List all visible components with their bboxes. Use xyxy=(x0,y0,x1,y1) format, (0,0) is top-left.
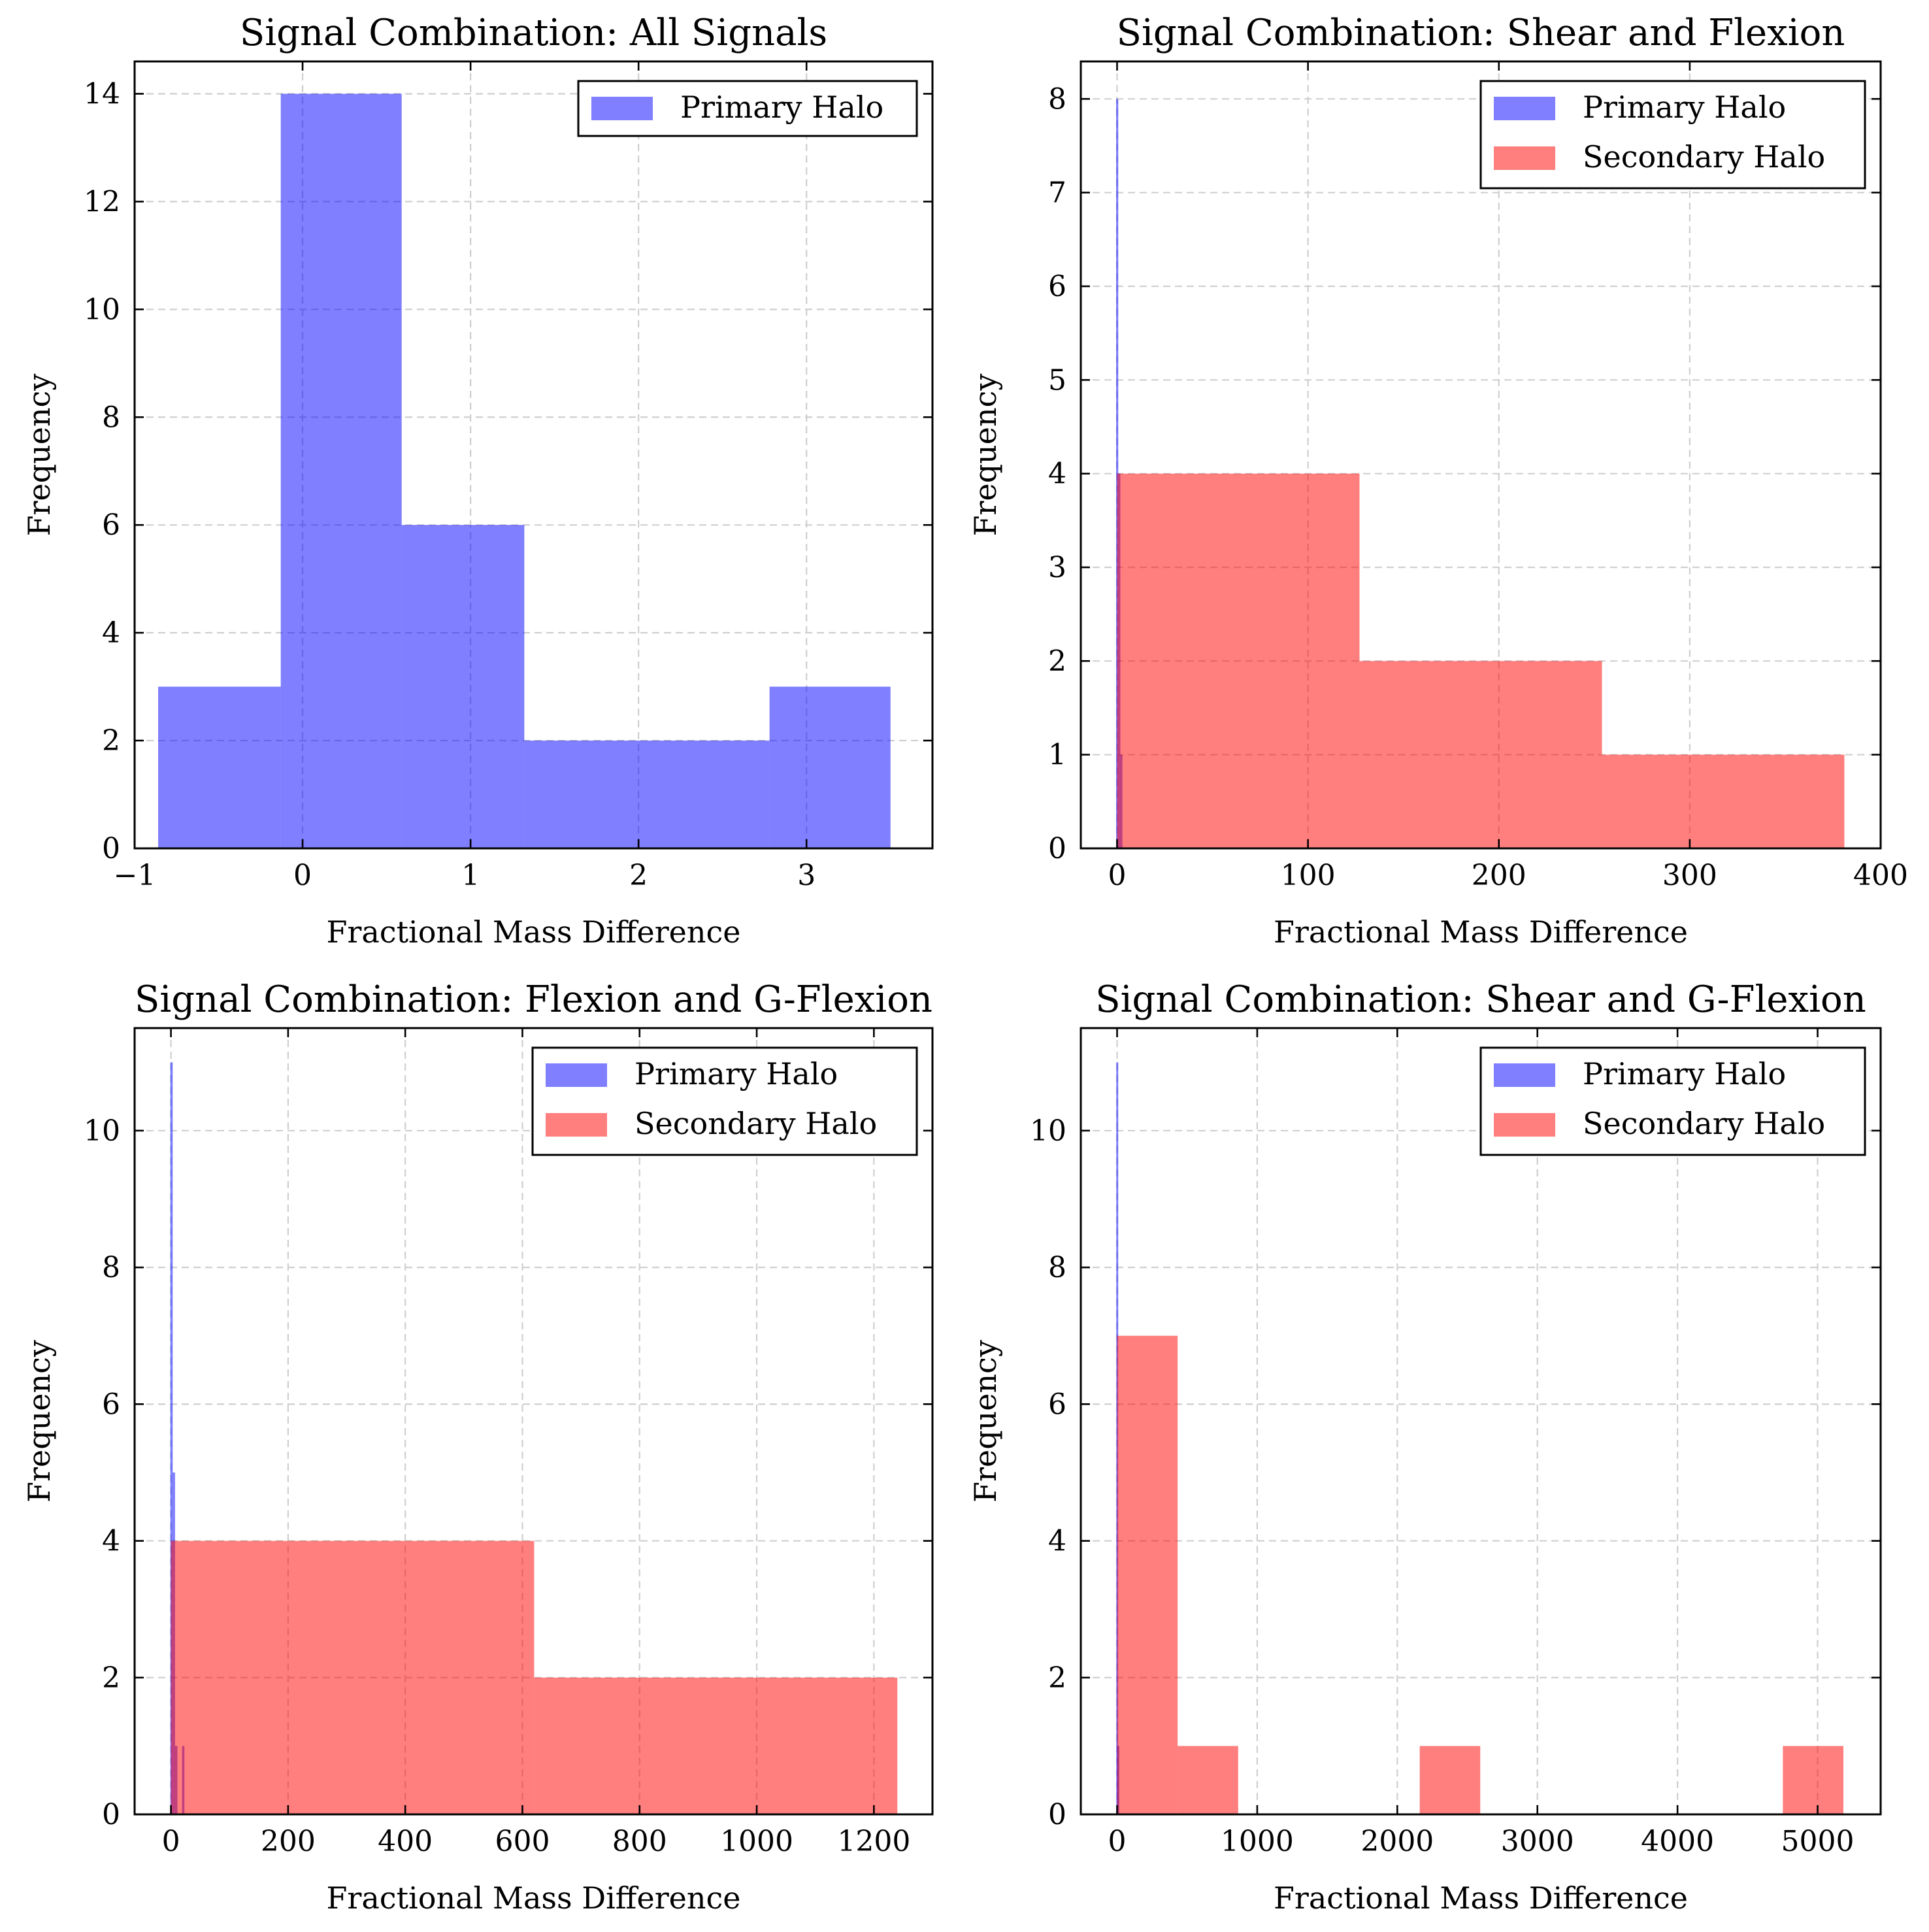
histogram-bar xyxy=(647,741,770,848)
x-tick-label: 2 xyxy=(629,859,648,892)
y-axis-label: Frequency xyxy=(22,1340,57,1503)
legend-swatch xyxy=(1494,97,1555,120)
x-tick-label: 4000 xyxy=(1641,1825,1714,1858)
y-tick-label: 5 xyxy=(1048,363,1066,397)
y-tick-label: 4 xyxy=(1048,458,1066,491)
y-tick-label: 2 xyxy=(1048,644,1066,678)
y-tick-label: 10 xyxy=(84,1114,120,1148)
legend: Primary Halo xyxy=(578,81,917,136)
y-tick-label: 8 xyxy=(102,401,120,434)
y-tick-label: 14 xyxy=(84,77,120,110)
y-tick-label: 4 xyxy=(102,1525,120,1558)
legend-label: Secondary Halo xyxy=(635,1106,877,1141)
y-tick-label: 6 xyxy=(102,1388,120,1421)
y-tick-label: 0 xyxy=(1048,832,1066,865)
histogram-bar xyxy=(158,687,281,848)
legend-swatch xyxy=(591,97,653,120)
y-tick-label: 0 xyxy=(102,832,120,865)
y-tick-label: 2 xyxy=(102,724,120,758)
x-axis-label: Fractional Mass Difference xyxy=(326,1880,740,1916)
legend-swatch xyxy=(1494,146,1555,170)
y-tick-label: 0 xyxy=(102,1798,120,1831)
histogram-bar xyxy=(524,741,647,848)
legend-swatch xyxy=(546,1063,607,1087)
histogram-bar xyxy=(402,525,525,848)
x-axis-label: Fractional Mass Difference xyxy=(1274,1880,1688,1916)
chart-title: Signal Combination: Shear and G-Flexion xyxy=(1095,978,1866,1021)
y-tick-label: 12 xyxy=(84,185,120,218)
x-tick-label: 1000 xyxy=(1221,1825,1294,1858)
y-tick-label: 6 xyxy=(1048,270,1066,303)
y-tick-label: 3 xyxy=(1048,551,1066,584)
x-axis-label: Fractional Mass Difference xyxy=(326,914,740,950)
legend-swatch xyxy=(1494,1113,1555,1137)
x-tick-label: 0 xyxy=(1108,1825,1127,1858)
legend: Primary Halo Secondary Halo xyxy=(533,1048,917,1155)
histogram-bar xyxy=(281,93,402,848)
legend-label: Primary Halo xyxy=(1583,1056,1786,1091)
y-tick-label: 0 xyxy=(1048,1798,1066,1831)
x-tick-label: 200 xyxy=(1472,859,1526,892)
legend-swatch xyxy=(546,1113,607,1137)
legend-swatch xyxy=(1494,1063,1555,1087)
y-tick-label: 10 xyxy=(84,293,120,326)
x-tick-label: 800 xyxy=(612,1825,667,1858)
histogram-bar xyxy=(1117,474,1360,848)
chart-title: Signal Combination: All Signals xyxy=(240,12,827,54)
y-tick-label: 1 xyxy=(1048,739,1066,772)
histogram-bar xyxy=(1602,755,1844,848)
x-tick-label: 3 xyxy=(797,859,816,892)
y-tick-label: 4 xyxy=(102,616,120,650)
y-tick-label: 7 xyxy=(1048,176,1066,210)
chart-title: Signal Combination: Flexion and G-Flexio… xyxy=(135,978,932,1021)
x-tick-label: 100 xyxy=(1281,859,1336,892)
x-tick-label: 0 xyxy=(293,859,312,892)
legend-label: Secondary Halo xyxy=(1583,1106,1825,1141)
legend-label: Primary Halo xyxy=(635,1056,838,1091)
x-tick-label: 600 xyxy=(495,1825,550,1858)
legend-label: Primary Halo xyxy=(1583,90,1786,125)
histogram-bar xyxy=(1360,661,1602,848)
histogram-bar xyxy=(534,1678,897,1814)
y-tick-label: 2 xyxy=(102,1661,120,1695)
x-tick-label: 0 xyxy=(162,1825,180,1858)
histogram-bar xyxy=(1178,1746,1238,1814)
y-axis-label: Frequency xyxy=(968,374,1003,537)
x-tick-label: 400 xyxy=(1853,859,1908,892)
y-tick-label: 8 xyxy=(1048,1251,1066,1284)
histogram-bar xyxy=(770,687,891,848)
histogram-bar xyxy=(171,1541,535,1814)
y-axis-label: Frequency xyxy=(968,1340,1003,1503)
legend: Primary Halo Secondary Halo xyxy=(1481,1048,1865,1155)
legend-label: Secondary Halo xyxy=(1583,139,1825,175)
x-tick-label: 400 xyxy=(378,1825,433,1858)
y-tick-label: 4 xyxy=(1048,1525,1066,1558)
y-tick-label: 8 xyxy=(1048,82,1066,116)
x-tick-label: 1200 xyxy=(837,1825,910,1858)
histogram-bar xyxy=(1117,1336,1178,1814)
y-tick-label: 6 xyxy=(1048,1388,1066,1421)
x-tick-label: 1 xyxy=(461,859,480,892)
legend: Primary Halo Secondary Halo xyxy=(1481,81,1865,188)
x-tick-label: 0 xyxy=(1108,859,1127,892)
y-tick-label: 2 xyxy=(1048,1661,1066,1695)
y-tick-label: 6 xyxy=(102,508,120,542)
chart-title: Signal Combination: Shear and Flexion xyxy=(1117,12,1845,54)
y-tick-label: 10 xyxy=(1030,1114,1066,1148)
y-tick-label: 8 xyxy=(102,1251,120,1284)
histogram-bar xyxy=(1420,1746,1481,1814)
y-axis-label: Frequency xyxy=(22,374,57,537)
x-axis-label: Fractional Mass Difference xyxy=(1274,914,1688,950)
x-tick-label: 1000 xyxy=(720,1825,793,1858)
x-tick-label: 300 xyxy=(1662,859,1717,892)
legend-label: Primary Halo xyxy=(680,90,883,125)
x-tick-label: 5000 xyxy=(1781,1825,1855,1858)
x-tick-label: 3000 xyxy=(1501,1825,1574,1858)
x-tick-label: 2000 xyxy=(1360,1825,1434,1858)
x-tick-label: 200 xyxy=(261,1825,316,1858)
histogram-bar xyxy=(1783,1746,1843,1814)
